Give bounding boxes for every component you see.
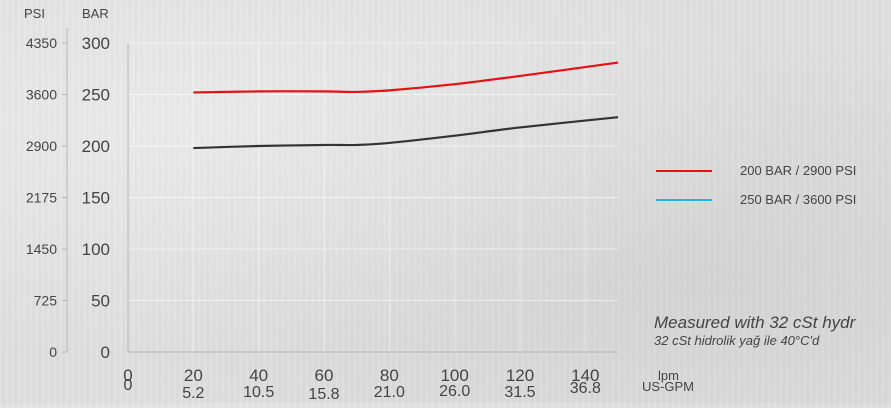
bar-tick-label: 200 [82,137,110,156]
psi-tick-label: 4350 [26,35,57,51]
gpm-tick-label: 15.8 [308,386,339,403]
gpm-tick-label: 5.2 [182,385,204,402]
psi-tick-label: 0 [49,344,57,360]
lpm-unit-label: lpm [658,368,679,383]
lpm-tick-label: 100 [440,366,468,385]
legend-label-200bar: 200 BAR / 2900 PSI [740,163,857,178]
psi-tick-label: 725 [34,293,58,309]
bar-unit-label: BAR [82,6,109,21]
bar-tick-label: 50 [91,292,110,311]
lpm-tick-label: 20 [184,366,203,385]
bar-tick-label: 300 [82,34,110,53]
gpm-tick-label: 10.5 [243,384,274,401]
gpm-unit-label: US-GPM [642,379,694,394]
bar-tick-label: 0 [101,343,110,362]
legend-item-200bar: 200 BAR / 2900 PSI [656,163,856,178]
gpm-tick-label: 21.0 [374,384,405,401]
series-line-0 [193,61,619,94]
psi-tick-label: 1450 [26,241,57,257]
gpm-tick-label: 31.5 [504,384,535,401]
note-line-2: 32 cSt hidrolik yağ ile 40°C'd [654,333,820,348]
note-line-1: Measured with 32 cSt hydr [654,313,856,332]
psi-tick-label: 2900 [26,138,57,154]
lpm-tick-label: 60 [315,366,334,385]
psi-tick-label: 3600 [26,87,57,103]
legend-swatch-blue [656,198,712,201]
bar-tick-label: 100 [82,240,110,259]
gpm-tick-label: 26.0 [439,383,470,400]
bar-tick-label: 250 [82,86,110,105]
legend-label-250bar: 250 BAR / 3600 PSI [740,192,857,207]
legend-swatch-red [656,169,712,172]
lpm-tick-label: 40 [249,366,268,385]
psi-unit-label: PSI [24,6,45,21]
lpm-tick-label: 140 [571,366,599,385]
gpm-tick-label: 0 [124,377,133,394]
series-line-1 [193,116,619,150]
bar-tick-label: 150 [82,189,110,208]
lpm-tick-label: 120 [506,366,534,385]
psi-tick-label: 2175 [26,190,57,206]
legend-item-250bar: 250 BAR / 3600 PSI [656,192,856,207]
lpm-tick-label: 80 [380,366,399,385]
lpm-tick-label: 0 [123,366,132,385]
gpm-tick-label: 36.8 [570,380,601,397]
